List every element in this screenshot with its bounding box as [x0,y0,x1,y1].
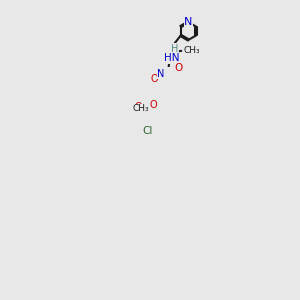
Text: CH₃: CH₃ [133,104,149,113]
Text: O: O [174,63,182,73]
Text: Cl: Cl [142,126,153,136]
Text: O: O [150,100,157,110]
Text: O: O [150,74,158,84]
Text: CH₃: CH₃ [183,46,200,55]
Text: N: N [158,69,165,79]
Text: HN: HN [164,53,180,64]
Text: H: H [171,44,178,54]
Text: O: O [134,102,142,112]
Text: N: N [184,17,193,27]
